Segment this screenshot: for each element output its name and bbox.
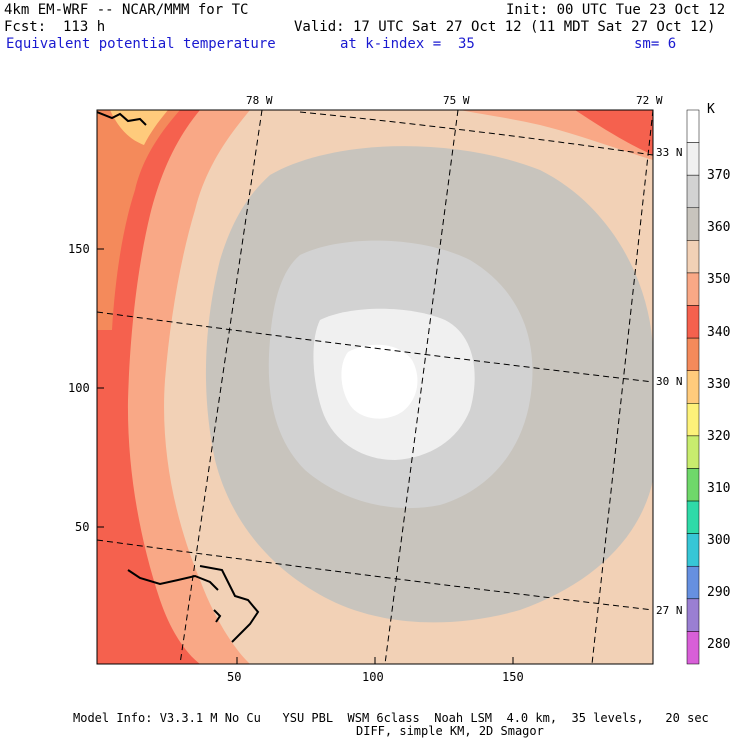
coastline-bahamas-island [213,609,222,623]
colorbar-swatch [686,142,700,176]
colorbar-swatch [686,174,700,209]
colorbar-unit: K [707,102,715,117]
lat-label-27n: 27 N [656,604,683,617]
y-tick-100: 100 [68,381,90,395]
colorbar-label: 320 [707,428,731,444]
colorbar-swatch [686,435,700,469]
coastline-bahamas-north [127,569,219,591]
colorbar-swatch [686,240,700,274]
coastline-bahamas-east [199,565,260,643]
y-tick-50: 50 [75,520,90,534]
meridian-78w [179,110,263,664]
smoothing-info: sm= 6 [634,36,677,52]
colorbar-swatch [686,598,700,632]
init-time: Init: 00 UTC Tue 23 Oct 12 [506,2,726,18]
colorbar-swatch [686,370,700,404]
contour-370-core [341,344,418,419]
x-tick-100: 100 [362,670,384,684]
colorbar-swatch [686,500,700,534]
contour-340-band [97,110,200,664]
parallel-30n [97,311,653,383]
colorbar-label: 330 [707,376,731,392]
contour-330-band [97,110,180,330]
lat-label-33n: 33 N [656,146,683,159]
colorbar-swatch [686,207,700,241]
level-info: at k-index = 35 [340,36,475,52]
colorbar-label: 350 [707,272,731,288]
axis-ticks [97,248,514,664]
colorbar-swatch [686,337,700,371]
colorbar-label: 310 [707,481,731,497]
colorbar-label: 290 [707,585,731,601]
model-info: Model Info: V3.3.1 M No Cu YSU PBL WSM 6… [73,711,709,725]
latlon-grid [97,110,653,664]
colorbar-swatch [686,305,700,339]
field-name: Equivalent potential temperature [6,36,276,52]
valid-time: Valid: 17 UTC Sat 27 Oct 12 (11 MDT Sat … [294,19,716,35]
colorbar [686,109,700,665]
lon-label-78w: 78 W [246,94,273,107]
colorbar-label: 360 [707,220,731,236]
colorbar-label: 280 [707,637,731,653]
colorbar-swatch [686,468,700,502]
x-tick-50: 50 [227,670,242,684]
meridian-75w [384,110,459,664]
colorbar-swatch [686,533,700,567]
lon-label-75w: 75 W [443,94,470,107]
parallel-27n [97,539,653,611]
colorbar-label: 340 [707,324,731,340]
ne-warm-core [575,110,653,155]
colorbar-swatch [686,631,700,665]
lon-label-72w: 72 W [636,94,663,107]
model-title: 4km EM-WRF -- NCAR/MMM for TC [4,2,249,18]
y-tick-150: 150 [68,242,90,256]
colorbar-label: 300 [707,533,731,549]
colorbar-label: 370 [707,168,731,184]
x-tick-150: 150 [502,670,524,684]
lat-label-30n: 30 N [656,375,683,388]
coastline-nw [97,111,147,126]
colorbar-swatch [686,272,700,306]
forecast-hour: Fcst: 113 h [4,19,106,35]
model-info-diffusion: DIFF, simple KM, 2D Smagor [356,724,544,738]
theta-e-field [97,110,653,664]
colorbar-swatch [686,403,700,437]
colorbar-swatch [686,565,700,600]
meridian-72w [591,110,653,664]
colorbar-swatch [686,109,700,143]
